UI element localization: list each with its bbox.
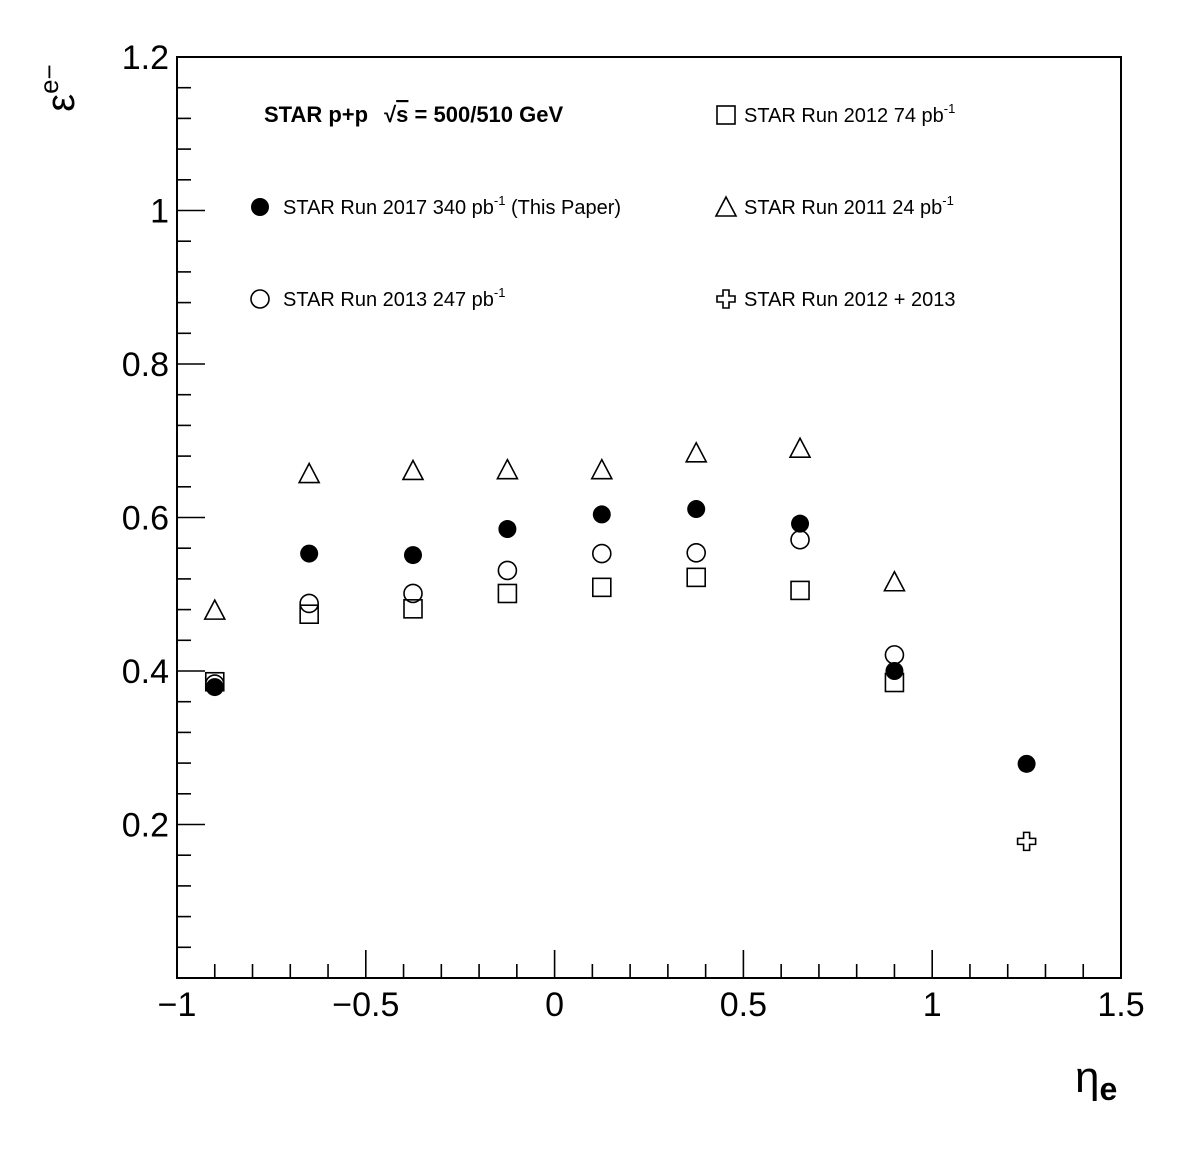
x-axis-title-sub: e — [1099, 1071, 1117, 1107]
x-tick-label: 0 — [545, 986, 564, 1024]
legend-entry-run2011: STAR Run 2011 24 pb-1 — [714, 193, 954, 219]
data-point-run2011 — [496, 457, 519, 480]
data-point-run2017 — [885, 662, 904, 680]
y-tick-label: 0.2 — [122, 807, 169, 845]
legend-sup-run2013: -1 — [494, 285, 506, 300]
header-prefix: STAR p+p — [264, 102, 368, 127]
x-axis-title-main: η — [1075, 1053, 1099, 1102]
legend-entry-run2012: STAR Run 2012 74 pb-1 — [716, 101, 955, 127]
header-s-symbol: s — [396, 102, 408, 127]
y-axis-title-sup: e− — [34, 64, 64, 94]
data-points — [203, 436, 1037, 852]
data-point-run2011 — [883, 570, 906, 592]
y-axis-title: εe− — [34, 64, 83, 112]
data-point-run2017 — [404, 546, 422, 565]
data-point-run2011 — [401, 458, 425, 481]
legend-sup-run2011: -1 — [942, 193, 954, 208]
data-point-run2013 — [403, 583, 423, 604]
data-point-run2017 — [205, 678, 224, 697]
data-point-run2011 — [297, 461, 321, 484]
data-point-run2013 — [591, 543, 612, 564]
filled-circle-marker-icon — [251, 198, 269, 216]
y-tick-label: 0.8 — [122, 346, 169, 384]
open-circle-marker-icon — [250, 289, 270, 309]
data-point-run2013 — [884, 645, 905, 665]
plot-frame — [176, 56, 1122, 979]
y-tick-label: 0.6 — [122, 500, 169, 538]
data-point-run2013 — [299, 593, 319, 614]
x-tick-label: 1.5 — [1097, 986, 1144, 1024]
data-point-run2012 — [591, 577, 612, 598]
data-point-run2017 — [300, 544, 319, 563]
y-tick-label: 0.4 — [122, 653, 169, 691]
svg-text:STAR Run 2017 340 pb-1 (This P: STAR Run 2017 340 pb-1 (This Paper) — [283, 193, 621, 219]
data-point-run2017 — [592, 505, 611, 524]
data-point-run2011 — [590, 457, 614, 480]
svg-text:STAR Run 2011 24 pb-1: STAR Run 2011 24 pb-1 — [744, 193, 954, 219]
data-point-run2012 — [497, 583, 518, 604]
x-tick-label: −1 — [158, 986, 197, 1024]
data-point-run2012_2013 — [1016, 831, 1037, 852]
legend-label-run2012-2013: STAR Run 2012 + 2013 — [744, 289, 955, 311]
data-point-run2017 — [1017, 754, 1036, 773]
data-point-run2017 — [687, 500, 706, 519]
data-point-run2013 — [686, 543, 707, 563]
header-sqrt-symbol: √ — [384, 102, 397, 127]
open-triangle-marker-icon — [714, 195, 738, 217]
y-axis-title-main: ε — [39, 94, 83, 112]
data-point-run2013 — [497, 560, 518, 581]
legend-entry-run2013: STAR Run 2013 247 pb-1 — [250, 285, 505, 311]
data-point-run2017 — [498, 520, 517, 539]
x-axis-title: ηe — [1075, 1053, 1117, 1107]
y-tick-label: 1 — [150, 193, 169, 231]
legend: STAR Run 2017 340 pb-1 (This Paper) STAR… — [250, 101, 955, 311]
svg-text:STAR Run 2013 247 pb-1: STAR Run 2013 247 pb-1 — [283, 285, 505, 311]
data-point-run2012 — [686, 567, 707, 588]
data-point-run2017 — [791, 514, 810, 533]
open-cross-marker-icon — [716, 289, 736, 309]
data-point-run2012 — [299, 604, 319, 625]
data-point-run2011 — [788, 436, 812, 458]
y-tick-label: 1.2 — [122, 39, 169, 77]
legend-sup-run2017: -1 — [494, 193, 506, 208]
open-square-marker-icon — [716, 105, 736, 125]
x-tick-label: 0.5 — [720, 986, 767, 1024]
data-point-run2012 — [403, 599, 423, 619]
header-energy: = 500/510 GeV — [408, 102, 563, 127]
legend-entry-run2012-2013: STAR Run 2012 + 2013 — [716, 289, 955, 311]
data-point-run2011 — [684, 441, 708, 463]
legend-sup-run2012: -1 — [944, 101, 956, 116]
legend-label-run2012: STAR Run 2012 74 pb — [744, 105, 944, 127]
data-point-run2013 — [790, 529, 810, 550]
legend-label-run2013: STAR Run 2013 247 pb — [283, 289, 494, 311]
x-tick-label: −0.5 — [332, 986, 399, 1024]
svg-text:STAR Run 2012 74 pb-1: STAR Run 2012 74 pb-1 — [744, 101, 955, 127]
axes: −1 −0.5 0 0.5 1 1.5 0.2 0.4 0.6 0.8 1 1.2 — [122, 39, 1145, 1024]
data-point-run2011 — [203, 598, 227, 620]
legend-label-run2011: STAR Run 2011 24 pb — [744, 197, 942, 219]
x-tick-label: 1 — [923, 986, 942, 1024]
legend-suffix-run2017: (This Paper) — [505, 197, 621, 219]
chart-header: STAR p+p √s = 500/510 GeV — [264, 102, 563, 127]
legend-entry-run2017: STAR Run 2017 340 pb-1 (This Paper) — [251, 193, 621, 219]
data-point-run2012 — [790, 580, 810, 601]
legend-label-run2017: STAR Run 2017 340 pb — [283, 197, 494, 219]
